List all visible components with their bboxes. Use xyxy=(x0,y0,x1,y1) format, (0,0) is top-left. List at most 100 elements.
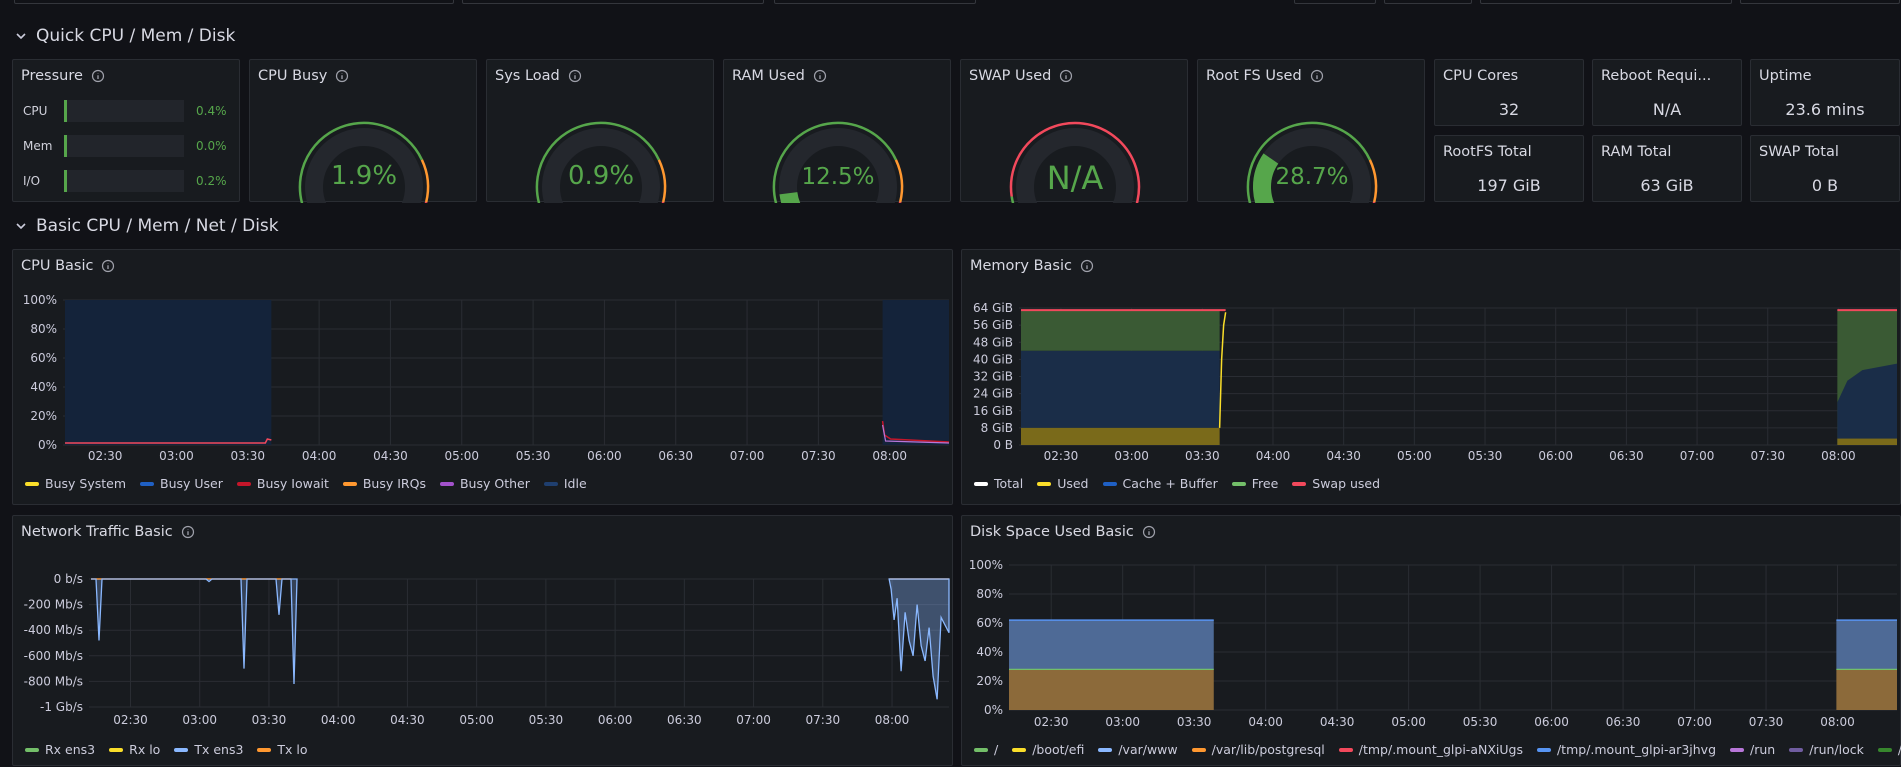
gauge-threshold-arc xyxy=(1010,196,1015,203)
zoom-button[interactable] xyxy=(1384,0,1472,4)
legend-swatch xyxy=(1789,747,1804,752)
pressure-row-io: I/O 0.2% xyxy=(23,170,243,192)
stat-panel-rootfs-total[interactable]: RootFS Total 197 GiB xyxy=(1434,135,1584,202)
legend-item[interactable]: Busy User xyxy=(140,476,223,491)
legend-label: /boot/efi xyxy=(1032,742,1085,757)
legend-item[interactable]: / xyxy=(974,742,998,757)
info-icon[interactable] xyxy=(1080,259,1094,273)
time-picker[interactable] xyxy=(1294,0,1376,4)
legend-item[interactable]: Tx ens3 xyxy=(174,742,243,757)
legend-item[interactable]: /var/www xyxy=(1098,742,1178,757)
gauge-value-text: N/A xyxy=(1047,159,1104,197)
toolbar-strip xyxy=(0,0,1901,6)
info-icon[interactable] xyxy=(91,69,105,83)
legend-label: Busy Other xyxy=(459,476,530,491)
series-area-cache xyxy=(1021,350,1220,428)
legend-item[interactable]: /boot/efi xyxy=(1012,742,1084,757)
x-tick-label: 06:00 xyxy=(587,449,622,463)
x-tick-label: 06:30 xyxy=(658,449,693,463)
legend-item[interactable]: Rx ens3 xyxy=(25,742,95,757)
timeseries-panel[interactable]: Memory Basic 64 GiB 56 GiB 48 GiB 40 GiB 32 … xyxy=(961,249,1901,505)
info-icon[interactable] xyxy=(568,69,582,83)
legend-item[interactable]: Total xyxy=(974,476,1023,491)
gauge-panel[interactable]: Sys Load 0.9% xyxy=(486,59,714,203)
info-icon[interactable] xyxy=(1059,69,1073,83)
gauge-graphic: 28.7% xyxy=(1246,121,1378,203)
legend-item[interactable]: Cache + Buffer xyxy=(1102,476,1218,491)
panel-title: Memory Basic xyxy=(970,258,1094,274)
stat-panel-reboot-required[interactable]: Reboot Requi... N/A xyxy=(1592,59,1742,126)
legend-item[interactable]: /run/lock xyxy=(1789,742,1864,757)
y-tick-label: 48 GiB xyxy=(973,335,1013,349)
y-tick-label: 40 GiB xyxy=(973,352,1013,366)
legend-swatch xyxy=(1037,481,1052,486)
y-tick-label: 80% xyxy=(976,587,1003,601)
variable-selector[interactable] xyxy=(462,0,764,4)
timeseries-panel[interactable]: Network Traffic Basic 0 b/s -200 Mb/s -400… xyxy=(12,515,953,766)
gauge-value-text: 1.9% xyxy=(331,161,397,191)
panel-title-text: CPU Cores xyxy=(1443,68,1519,84)
legend-label: /var/www xyxy=(1118,742,1178,757)
series-line-tx-ens3 xyxy=(888,578,950,700)
series-area-postgresql xyxy=(1836,669,1897,710)
legend-item[interactable]: /tmp xyxy=(1877,742,1901,757)
legend-label: Swap used xyxy=(1312,476,1381,491)
legend-item[interactable]: Busy Other xyxy=(439,476,530,491)
series-area-used xyxy=(1021,427,1220,445)
info-icon[interactable] xyxy=(813,69,827,83)
legend-item[interactable]: Idle xyxy=(543,476,587,491)
y-tick-label: 16 GiB xyxy=(973,404,1013,418)
info-icon[interactable] xyxy=(1142,525,1156,539)
legend-item[interactable]: Swap used xyxy=(1292,476,1380,491)
gauge-panel[interactable]: SWAP Used N/A xyxy=(960,59,1188,203)
x-tick-label: 07:00 xyxy=(736,713,771,727)
timeseries-panel[interactable]: Disk Space Used Basic 100% 80% 60% 40% 20% 0%… xyxy=(961,515,1901,766)
variable-selector[interactable] xyxy=(774,0,976,4)
dashboard-action[interactable] xyxy=(1740,0,1900,4)
legend-item[interactable]: /var/lib/postgresql xyxy=(1191,742,1325,757)
x-tick-label: 02:30 xyxy=(1034,715,1069,729)
legend-item[interactable]: Used xyxy=(1037,476,1089,491)
x-tick-label: 06:00 xyxy=(598,713,633,727)
series-area-free xyxy=(1021,310,1220,351)
legend-item[interactable]: Rx lo xyxy=(109,742,160,757)
legend-item[interactable]: Free xyxy=(1231,476,1278,491)
gauge-panel[interactable]: CPU Busy 1.9% xyxy=(249,59,477,203)
gauge-value-text: 0.9% xyxy=(568,161,634,191)
stat-panel-cpu-cores[interactable]: CPU Cores 32 xyxy=(1434,59,1584,126)
panel-title-text: Uptime xyxy=(1759,68,1812,84)
pressure-panel[interactable]: Pressure CPU 0.4% Mem 0.0% I/O 0.2% xyxy=(12,59,240,202)
variable-selector[interactable] xyxy=(14,0,454,4)
refresh-picker[interactable] xyxy=(1480,0,1732,4)
x-tick-label: 07:00 xyxy=(730,449,765,463)
gauge-panel[interactable]: RAM Used 12.5% xyxy=(723,59,951,203)
legend-swatch xyxy=(1338,747,1353,752)
x-tick-label: 05:00 xyxy=(459,713,494,727)
stat-panel-uptime[interactable]: Uptime 23.6 mins xyxy=(1750,59,1900,126)
legend-item[interactable]: /tmp/.mount_glpi-aNXiUgs xyxy=(1338,742,1523,757)
y-tick-label: 0 b/s xyxy=(54,572,83,586)
timeseries-panel[interactable]: CPU Basic 100% 80% 60% 40% 20% 0% 02:30 03:00 03… xyxy=(12,249,953,505)
legend-swatch xyxy=(109,747,124,752)
legend-item[interactable]: Busy IRQs xyxy=(342,476,426,491)
legend-item[interactable]: Tx lo xyxy=(257,742,308,757)
info-icon[interactable] xyxy=(335,69,349,83)
x-tick-label: 03:30 xyxy=(252,713,287,727)
legend-item[interactable]: Busy Iowait xyxy=(236,476,329,491)
legend-item[interactable]: Busy System xyxy=(25,476,126,491)
row-header-basic[interactable]: Basic CPU / Mem / Net / Disk xyxy=(16,214,279,238)
legend-swatch xyxy=(1730,747,1745,752)
info-icon[interactable] xyxy=(181,525,195,539)
info-icon[interactable] xyxy=(1310,69,1324,83)
pressure-bar xyxy=(64,100,184,122)
gauge-panel[interactable]: Root FS Used 28.7% xyxy=(1197,59,1425,203)
row-header-quick[interactable]: Quick CPU / Mem / Disk xyxy=(16,24,235,48)
stat-panel-swap-total[interactable]: SWAP Total 0 B xyxy=(1750,135,1900,202)
legend-item[interactable]: /tmp/.mount_glpi-ar3jhvg xyxy=(1536,742,1716,757)
x-tick-label: 04:30 xyxy=(1326,449,1361,463)
stat-panel-ram-total[interactable]: RAM Total 63 GiB xyxy=(1592,135,1742,202)
legend-item[interactable]: /run xyxy=(1730,742,1775,757)
legend-swatch xyxy=(342,481,357,486)
panel-title-text: SWAP Total xyxy=(1759,144,1839,160)
info-icon[interactable] xyxy=(101,259,115,273)
